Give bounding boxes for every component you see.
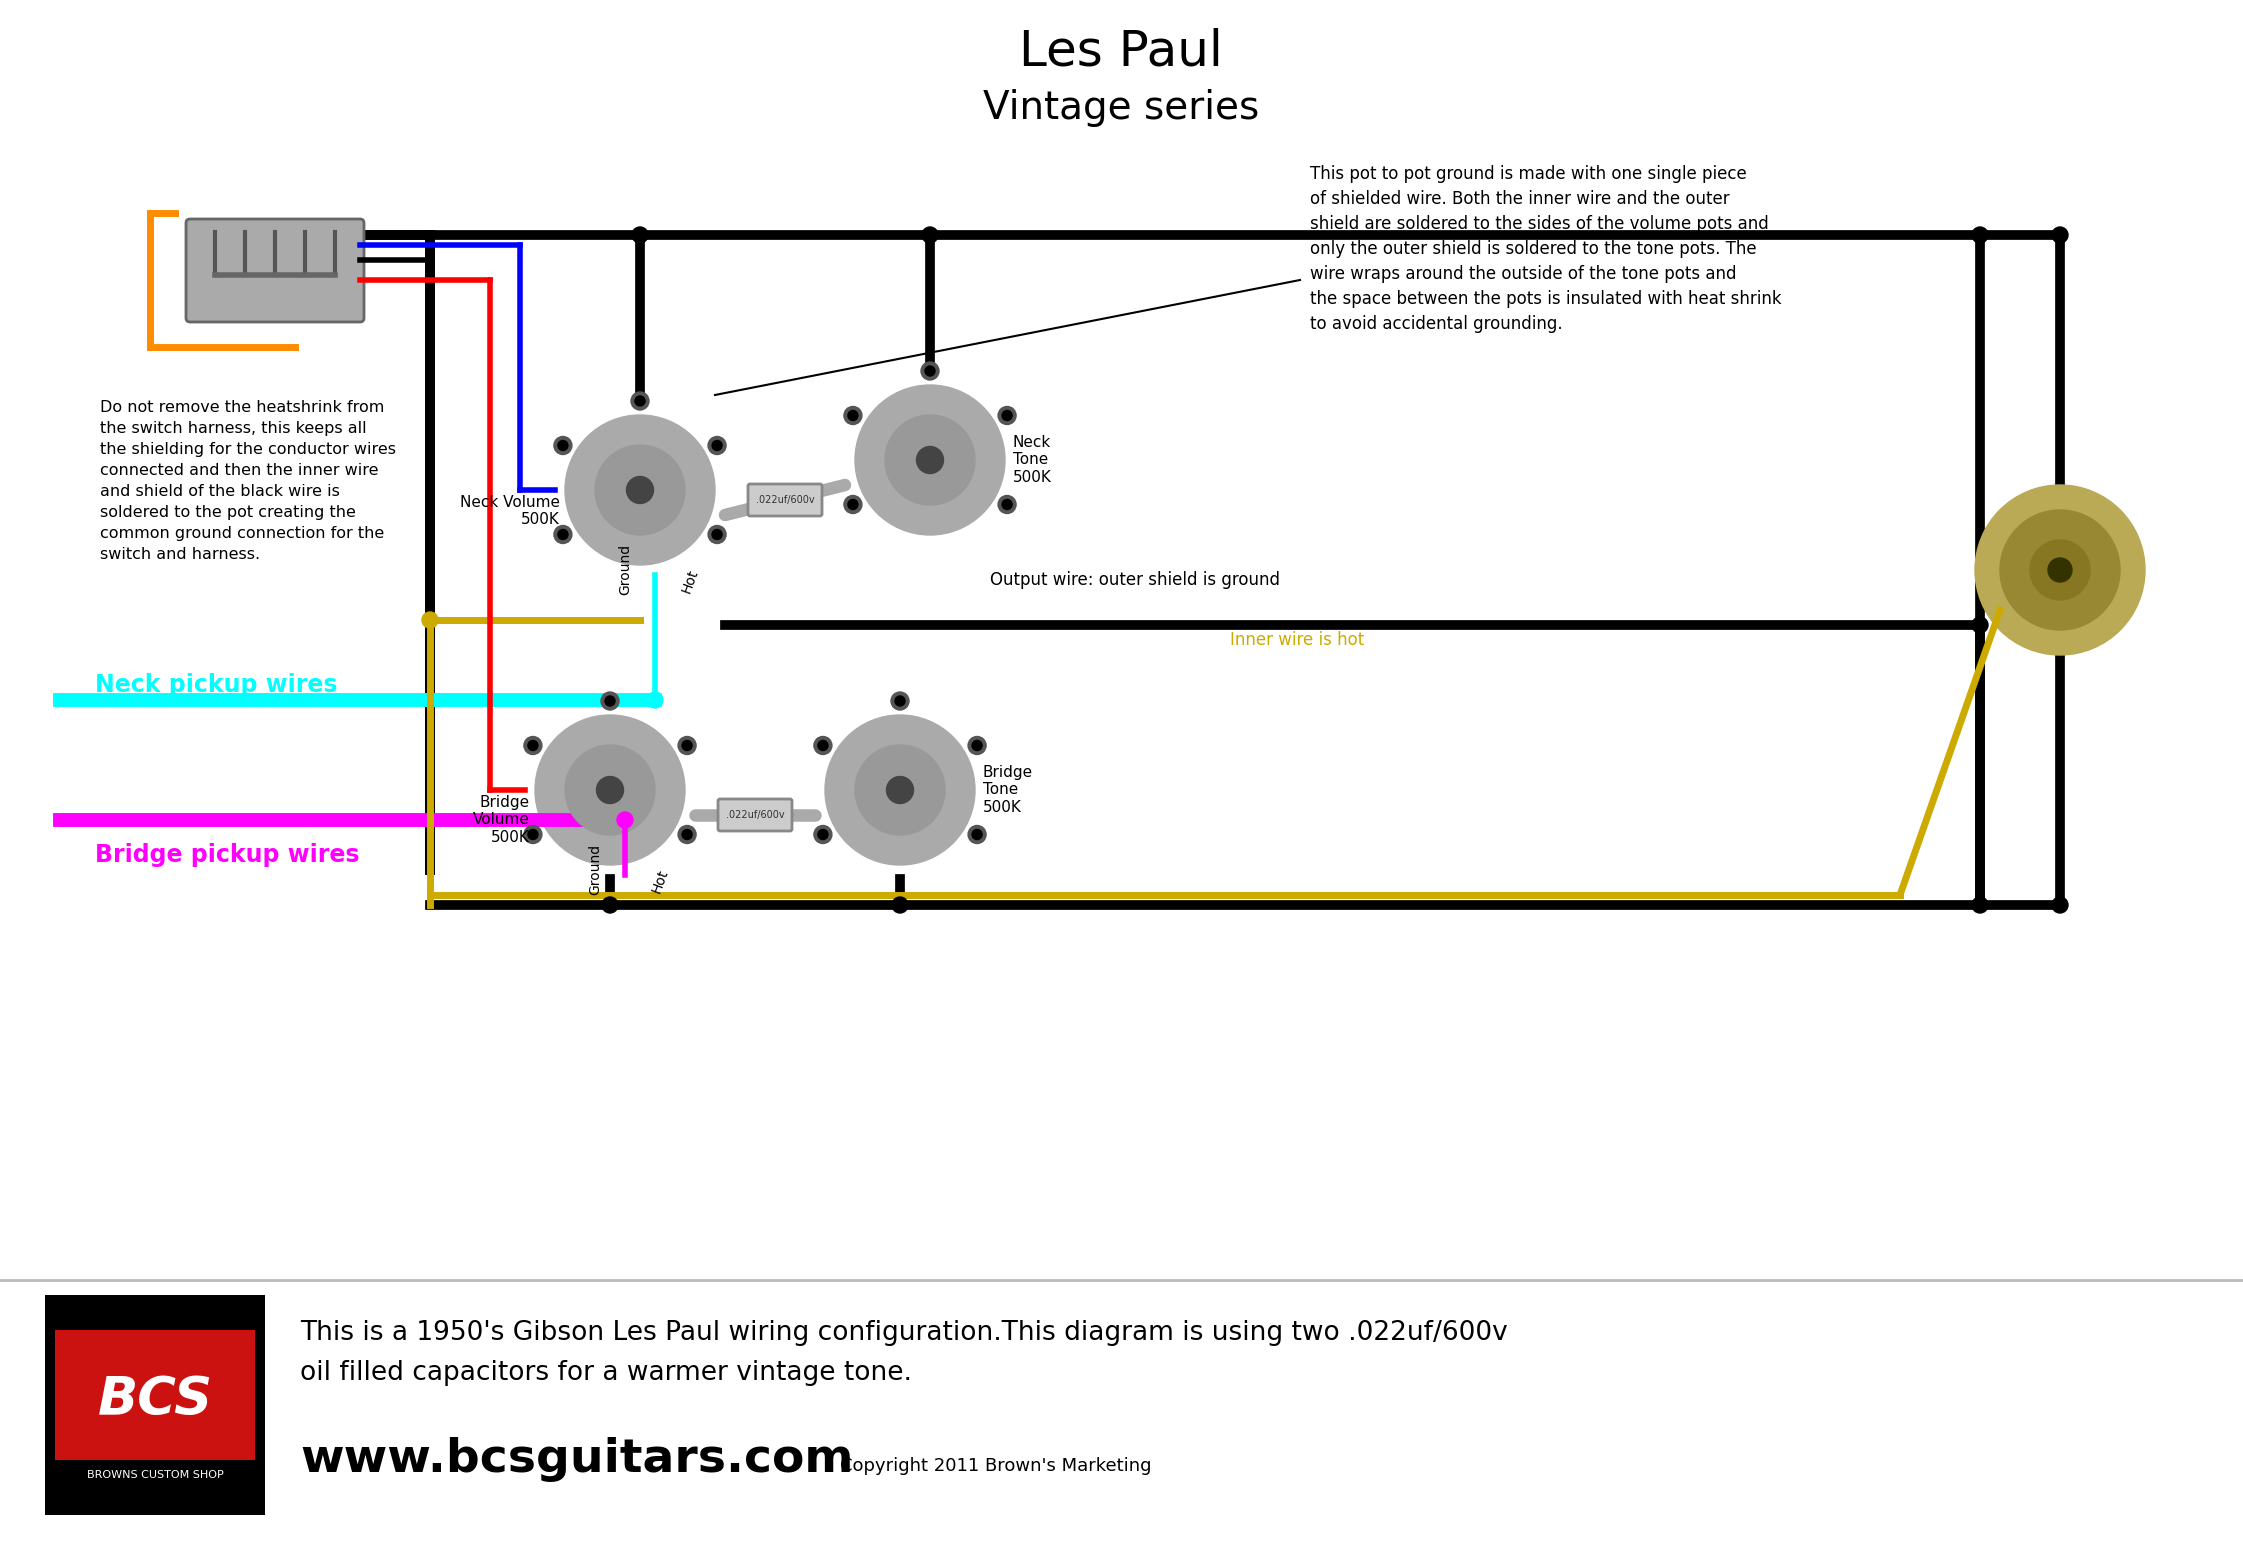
- Circle shape: [848, 500, 857, 509]
- Circle shape: [890, 693, 908, 710]
- Circle shape: [677, 826, 695, 843]
- Circle shape: [848, 410, 857, 421]
- Circle shape: [601, 898, 619, 913]
- Circle shape: [1972, 898, 1987, 913]
- Circle shape: [886, 776, 913, 803]
- Text: www.bcsguitars.com: www.bcsguitars.com: [301, 1438, 855, 1483]
- Circle shape: [594, 446, 684, 534]
- Circle shape: [536, 714, 684, 865]
- Circle shape: [682, 741, 693, 750]
- Circle shape: [422, 612, 437, 627]
- FancyBboxPatch shape: [186, 219, 363, 321]
- Text: Copyright 2011 Brown's Marketing: Copyright 2011 Brown's Marketing: [839, 1457, 1151, 1475]
- Circle shape: [1003, 500, 1012, 509]
- Text: Neck pickup wires: Neck pickup wires: [94, 672, 336, 697]
- Text: Bridge
Tone
500K: Bridge Tone 500K: [982, 766, 1034, 815]
- Text: Ground: Ground: [588, 843, 601, 895]
- Circle shape: [814, 826, 832, 843]
- Circle shape: [711, 530, 722, 539]
- Circle shape: [969, 826, 987, 843]
- Circle shape: [819, 741, 828, 750]
- Circle shape: [1976, 485, 2144, 655]
- Circle shape: [2048, 558, 2073, 582]
- Circle shape: [565, 415, 716, 565]
- Circle shape: [917, 447, 944, 474]
- Circle shape: [922, 227, 938, 242]
- Circle shape: [924, 367, 935, 376]
- Circle shape: [633, 227, 648, 242]
- Bar: [56, 1329, 256, 1460]
- Circle shape: [843, 495, 861, 514]
- Circle shape: [597, 776, 624, 803]
- Circle shape: [855, 385, 1005, 534]
- Circle shape: [895, 696, 904, 707]
- Text: Les Paul: Les Paul: [1018, 28, 1222, 76]
- Circle shape: [527, 741, 538, 750]
- Text: Ground: Ground: [619, 544, 633, 595]
- Circle shape: [998, 407, 1016, 424]
- Circle shape: [855, 745, 944, 836]
- Bar: [45, 1295, 265, 1516]
- Circle shape: [814, 736, 832, 755]
- Text: Vintage series: Vintage series: [982, 89, 1258, 127]
- Circle shape: [559, 441, 567, 450]
- Circle shape: [617, 812, 633, 828]
- Circle shape: [886, 415, 976, 505]
- Text: Bridge pickup wires: Bridge pickup wires: [94, 843, 359, 867]
- Text: Neck Volume
500K: Neck Volume 500K: [460, 495, 561, 528]
- Circle shape: [525, 826, 543, 843]
- Circle shape: [1972, 227, 1987, 242]
- Circle shape: [971, 829, 982, 840]
- Circle shape: [626, 477, 653, 503]
- Circle shape: [646, 693, 664, 708]
- Text: This is a 1950's Gibson Les Paul wiring configuration.This diagram is using two : This is a 1950's Gibson Les Paul wiring …: [301, 1320, 1507, 1385]
- Circle shape: [630, 391, 648, 410]
- Text: Output wire: outer shield is ground: Output wire: outer shield is ground: [989, 572, 1281, 589]
- Circle shape: [527, 829, 538, 840]
- Circle shape: [969, 736, 987, 755]
- Circle shape: [2001, 509, 2120, 631]
- Text: Hot: Hot: [648, 867, 671, 895]
- Circle shape: [998, 495, 1016, 514]
- Circle shape: [525, 736, 543, 755]
- Circle shape: [682, 829, 693, 840]
- Circle shape: [709, 436, 727, 455]
- Text: Neck
Tone
500K: Neck Tone 500K: [1014, 435, 1052, 485]
- Circle shape: [601, 693, 619, 710]
- Circle shape: [554, 436, 572, 455]
- Circle shape: [893, 898, 908, 913]
- Circle shape: [819, 829, 828, 840]
- Text: Bridge
Volume
500K: Bridge Volume 500K: [473, 795, 529, 845]
- Text: Inner wire is hot: Inner wire is hot: [1229, 631, 1364, 649]
- Text: BCS: BCS: [96, 1374, 213, 1426]
- Text: This pot to pot ground is made with one single piece
of shielded wire. Both the : This pot to pot ground is made with one …: [1310, 165, 1781, 332]
- Circle shape: [843, 407, 861, 424]
- FancyBboxPatch shape: [718, 798, 792, 831]
- Text: BROWNS CUSTOM SHOP: BROWNS CUSTOM SHOP: [87, 1471, 224, 1480]
- Circle shape: [2052, 227, 2068, 242]
- Circle shape: [922, 362, 940, 380]
- FancyBboxPatch shape: [747, 485, 821, 516]
- Circle shape: [825, 714, 976, 865]
- Circle shape: [1972, 617, 1987, 634]
- Circle shape: [635, 396, 646, 405]
- Circle shape: [2052, 898, 2068, 913]
- Text: .022uf/600v: .022uf/600v: [756, 495, 814, 505]
- Circle shape: [971, 741, 982, 750]
- Circle shape: [2030, 540, 2090, 599]
- Text: Hot: Hot: [680, 567, 700, 595]
- Circle shape: [554, 525, 572, 544]
- Text: .022uf/600v: .022uf/600v: [727, 811, 785, 820]
- Text: Do not remove the heatshrink from
the switch harness, this keeps all
the shieldi: Do not remove the heatshrink from the sw…: [101, 401, 397, 562]
- Circle shape: [565, 745, 655, 836]
- Circle shape: [606, 696, 615, 707]
- Circle shape: [559, 530, 567, 539]
- Circle shape: [1003, 410, 1012, 421]
- Circle shape: [709, 525, 727, 544]
- Circle shape: [677, 736, 695, 755]
- Circle shape: [711, 441, 722, 450]
